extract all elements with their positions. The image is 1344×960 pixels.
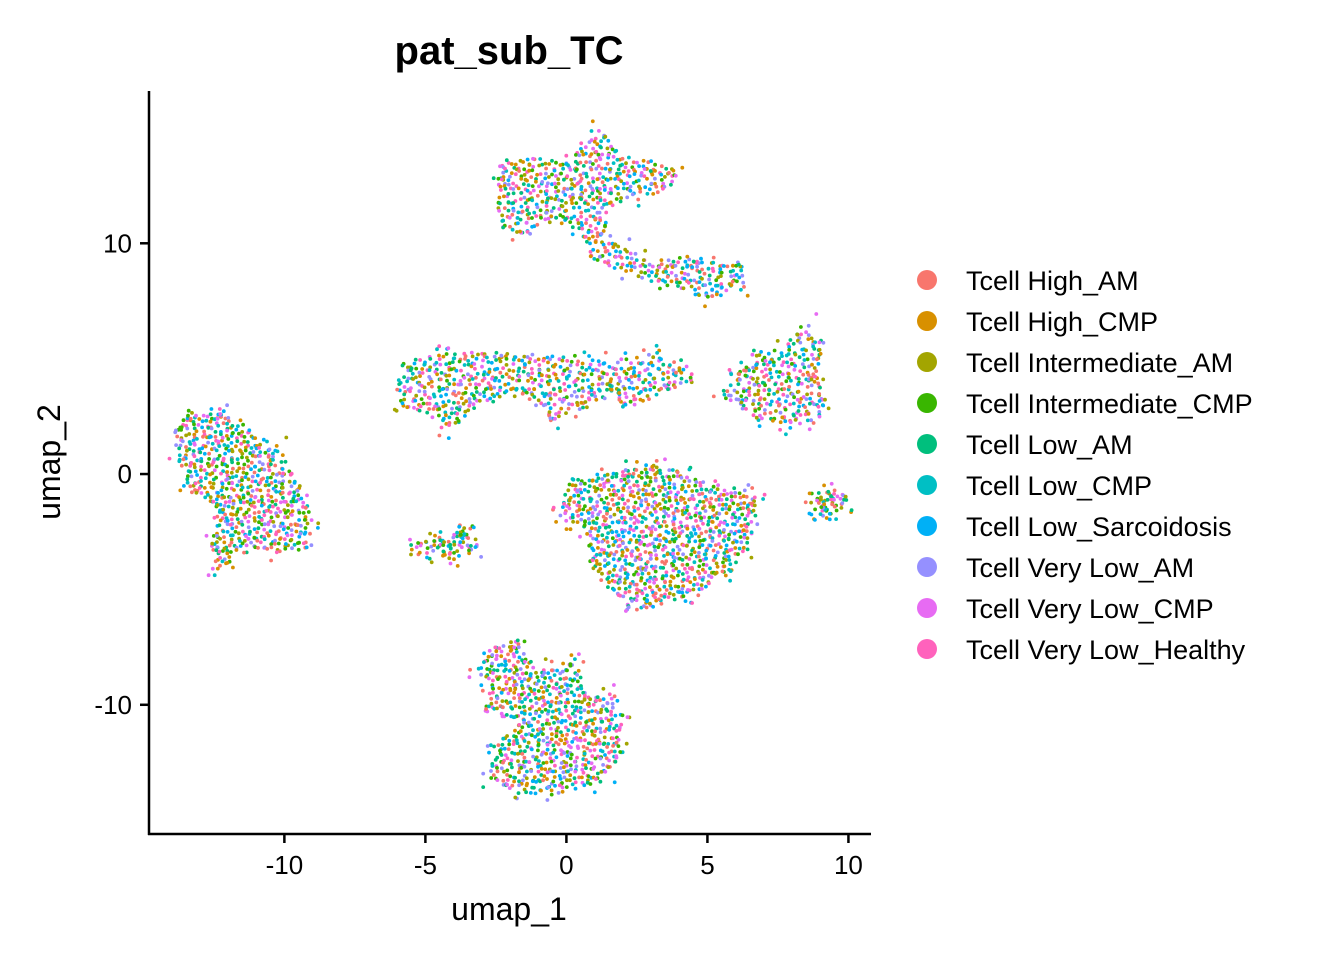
y-tick-label: 0	[118, 459, 132, 489]
legend-swatch	[917, 270, 937, 290]
legend-label: Tcell Very Low_Healthy	[966, 635, 1246, 665]
legend-swatch	[917, 393, 937, 413]
legend-item: Tcell Low_CMP	[917, 471, 1152, 501]
legend-swatch	[917, 352, 937, 372]
legend-swatch	[917, 516, 937, 536]
legend-item: Tcell Very Low_Healthy	[917, 635, 1246, 665]
legend-item: Tcell Intermediate_AM	[917, 348, 1233, 378]
point-cluster-left	[167, 403, 321, 578]
x-tick-label: -5	[414, 850, 437, 880]
point-cluster-right	[711, 312, 831, 437]
legend-swatch	[917, 639, 937, 659]
legend-swatch	[917, 598, 937, 618]
point-cluster-mid-left	[392, 343, 694, 440]
legend-label: Tcell Intermediate_CMP	[966, 389, 1253, 419]
x-tick-label: 5	[700, 850, 714, 880]
legend-swatch	[917, 557, 937, 577]
legend-item: Tcell Very Low_AM	[917, 553, 1194, 583]
legend-item: Tcell Very Low_CMP	[917, 594, 1214, 624]
legend-label: Tcell Intermediate_AM	[966, 348, 1233, 378]
legend-swatch	[917, 475, 937, 495]
x-axis-title: umap_1	[451, 891, 567, 927]
legend-item: Tcell High_AM	[917, 266, 1139, 296]
y-tick-label: -10	[94, 690, 132, 720]
legend-label: Tcell Very Low_AM	[966, 553, 1194, 583]
point-cluster-top	[491, 119, 750, 309]
legend-label: Tcell Low_AM	[966, 430, 1133, 460]
chart-title: pat_sub_TC	[395, 29, 624, 73]
legend-item: Tcell Low_AM	[917, 430, 1133, 460]
legend-item: Tcell Low_Sarcoidosis	[917, 512, 1232, 542]
point-cluster-bottom	[467, 638, 632, 802]
legend-item: Tcell High_CMP	[917, 307, 1158, 337]
legend-swatch	[917, 311, 937, 331]
legend-swatch	[917, 434, 937, 454]
x-tick-label: -10	[266, 850, 304, 880]
x-tick-label: 0	[559, 850, 573, 880]
scatter-points	[167, 119, 854, 802]
y-axis-ticks: 10 0 -10	[94, 228, 149, 720]
legend-label: Tcell Low_Sarcoidosis	[966, 512, 1232, 542]
y-axis-title: umap_2	[31, 404, 67, 520]
x-tick-label: 10	[834, 850, 863, 880]
point-cluster-small-right	[803, 481, 854, 522]
legend-item: Tcell Intermediate_CMP	[917, 389, 1253, 419]
legend-label: Tcell High_CMP	[966, 307, 1158, 337]
point-cluster-small-left	[408, 523, 483, 568]
y-tick-label: 10	[103, 228, 132, 258]
x-axis-ticks: -10 -5 0 5 10	[266, 834, 863, 880]
legend-label: Tcell Low_CMP	[966, 471, 1152, 501]
point-cluster-center	[551, 457, 767, 613]
legend-label: Tcell Very Low_CMP	[966, 594, 1214, 624]
legend: Tcell High_AM Tcell High_CMP Tcell Interme…	[917, 266, 1253, 665]
legend-label: Tcell High_AM	[966, 266, 1139, 296]
